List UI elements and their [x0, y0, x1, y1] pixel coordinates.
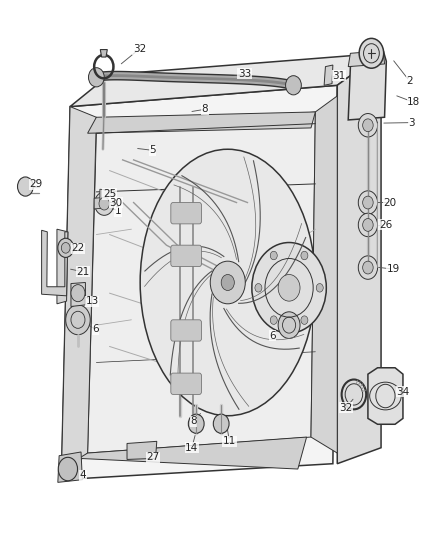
- Polygon shape: [71, 282, 85, 306]
- Circle shape: [358, 191, 378, 214]
- Text: 34: 34: [396, 387, 410, 397]
- Circle shape: [363, 196, 373, 209]
- Polygon shape: [61, 85, 337, 480]
- Text: 25: 25: [103, 189, 116, 199]
- Polygon shape: [57, 229, 68, 304]
- Text: 2: 2: [406, 76, 413, 86]
- Polygon shape: [79, 437, 307, 469]
- Circle shape: [286, 76, 301, 95]
- Circle shape: [210, 261, 245, 304]
- Circle shape: [363, 261, 373, 274]
- Text: 6: 6: [92, 325, 99, 334]
- Polygon shape: [368, 368, 403, 424]
- Circle shape: [99, 197, 110, 210]
- Text: 30: 30: [110, 198, 123, 207]
- Text: 19: 19: [387, 264, 400, 274]
- Polygon shape: [70, 53, 381, 107]
- Text: 26: 26: [379, 220, 392, 230]
- Circle shape: [188, 414, 204, 433]
- Circle shape: [66, 305, 90, 335]
- Text: 18: 18: [407, 98, 420, 107]
- Text: 6: 6: [269, 331, 276, 341]
- Text: 20: 20: [383, 198, 396, 207]
- Text: 32: 32: [133, 44, 146, 54]
- Text: 27: 27: [147, 453, 160, 462]
- FancyBboxPatch shape: [171, 320, 201, 341]
- Polygon shape: [58, 452, 82, 482]
- Circle shape: [18, 177, 33, 196]
- Circle shape: [95, 192, 114, 215]
- Text: 8: 8: [201, 104, 208, 114]
- Text: 11: 11: [223, 437, 236, 446]
- Polygon shape: [127, 441, 157, 459]
- Circle shape: [61, 243, 70, 253]
- Polygon shape: [61, 107, 96, 480]
- Circle shape: [213, 414, 229, 433]
- Circle shape: [71, 285, 85, 302]
- FancyBboxPatch shape: [171, 245, 201, 266]
- Circle shape: [301, 251, 308, 260]
- Text: 3: 3: [408, 118, 415, 127]
- Text: 1: 1: [115, 206, 122, 216]
- Text: 8: 8: [190, 416, 197, 426]
- Circle shape: [270, 316, 277, 325]
- Text: 32: 32: [339, 403, 353, 413]
- Circle shape: [255, 284, 262, 292]
- Text: 14: 14: [185, 443, 198, 453]
- Circle shape: [358, 256, 378, 279]
- Text: 13: 13: [85, 296, 99, 306]
- Circle shape: [88, 68, 104, 87]
- Polygon shape: [324, 65, 333, 85]
- Circle shape: [359, 38, 384, 68]
- Circle shape: [363, 119, 373, 132]
- Text: 33: 33: [238, 69, 251, 78]
- Circle shape: [363, 219, 373, 231]
- Text: 29: 29: [29, 180, 42, 189]
- Polygon shape: [100, 189, 114, 203]
- Polygon shape: [100, 50, 107, 57]
- Text: 4: 4: [80, 471, 87, 480]
- Circle shape: [252, 243, 326, 333]
- Polygon shape: [348, 51, 386, 120]
- Text: 31: 31: [332, 71, 346, 80]
- Polygon shape: [94, 197, 106, 209]
- Polygon shape: [337, 53, 381, 464]
- Text: 21: 21: [77, 267, 90, 277]
- Polygon shape: [88, 112, 315, 133]
- Ellipse shape: [140, 149, 315, 416]
- Text: 5: 5: [149, 146, 156, 155]
- Circle shape: [316, 284, 323, 292]
- Circle shape: [278, 312, 300, 338]
- Circle shape: [221, 274, 234, 290]
- FancyBboxPatch shape: [171, 373, 201, 394]
- Circle shape: [358, 114, 378, 137]
- Polygon shape: [311, 96, 337, 453]
- Text: 22: 22: [71, 244, 85, 253]
- Polygon shape: [42, 230, 68, 296]
- Circle shape: [358, 213, 378, 237]
- Circle shape: [270, 251, 277, 260]
- Circle shape: [301, 316, 308, 325]
- Polygon shape: [88, 112, 315, 453]
- Circle shape: [278, 274, 300, 301]
- Circle shape: [58, 457, 78, 481]
- Polygon shape: [348, 51, 385, 67]
- FancyBboxPatch shape: [171, 203, 201, 224]
- Circle shape: [58, 238, 74, 257]
